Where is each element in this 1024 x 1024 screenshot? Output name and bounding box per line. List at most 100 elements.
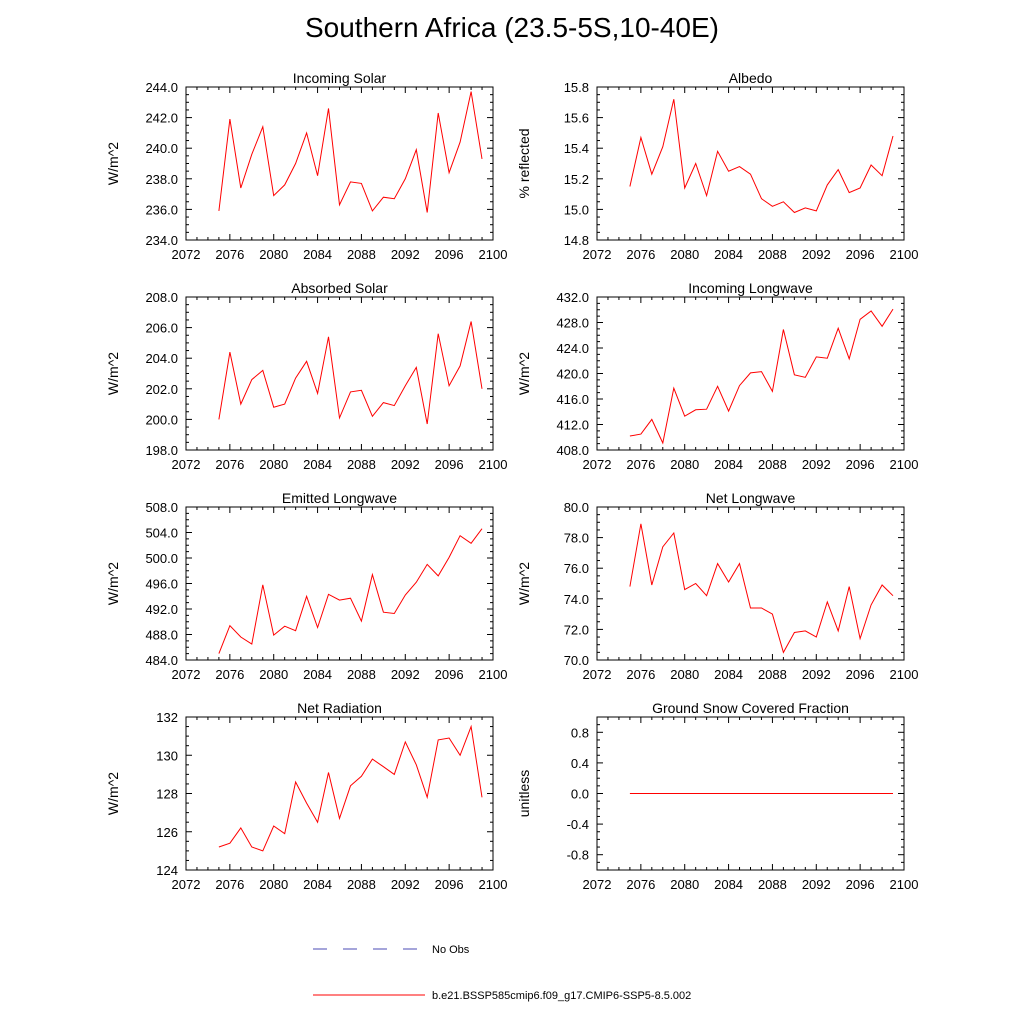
y-axis-label: W/m^2 [516, 562, 532, 605]
y-tick-label: 15.6 [564, 111, 589, 126]
x-tick-label: 2084 [714, 457, 743, 472]
y-tick-label: 504.0 [145, 526, 178, 541]
x-tick-label: 2072 [583, 457, 612, 472]
y-tick-label: 14.8 [564, 233, 589, 248]
y-tick-label: 72.0 [564, 622, 589, 637]
y-tick-label: 484.0 [145, 653, 178, 668]
x-tick-label: 2088 [347, 247, 376, 262]
panel-1: Incoming Solar W/m^2 2072 2076 2080 2084 2088 2… [105, 70, 507, 262]
series-line [218, 528, 483, 654]
x-tick-label: 2100 [479, 667, 508, 682]
y-tick-label: 416.0 [556, 392, 589, 407]
x-tick-label: 2092 [391, 247, 420, 262]
x-tick-label: 2092 [802, 877, 831, 892]
y-tick-label: 234.0 [145, 233, 178, 248]
x-tick-label: 2084 [303, 667, 332, 682]
x-tick-label: 2092 [802, 247, 831, 262]
x-tick-label: 2080 [259, 877, 288, 892]
y-tick-label: 412.0 [556, 418, 589, 433]
x-tick-label: 2076 [626, 877, 655, 892]
panel-6: Net Longwave W/m^2 2072 2076 2080 2084 2088 209… [516, 490, 918, 682]
x-tick-label: 2096 [846, 247, 875, 262]
y-tick-label: -0.4 [567, 817, 589, 832]
x-tick-label: 2084 [714, 247, 743, 262]
x-tick-label: 2072 [172, 457, 201, 472]
x-tick-label: 2088 [758, 247, 787, 262]
x-tick-label: 2096 [846, 457, 875, 472]
y-tick-label: 508.0 [145, 500, 178, 515]
series-line [218, 724, 483, 852]
x-tick-label: 2072 [172, 247, 201, 262]
x-tick-label: 2096 [435, 877, 464, 892]
panel-title: Incoming Solar [293, 70, 387, 86]
panel-8: Ground Snow Covered Fraction unitless 2072… [516, 700, 918, 892]
x-tick-label: 2088 [347, 457, 376, 472]
y-tick-label: 208.0 [145, 290, 178, 305]
panel-title: Ground Snow Covered Fraction [652, 700, 849, 716]
y-tick-label: 200.0 [145, 412, 178, 427]
y-tick-label: 492.0 [145, 602, 178, 617]
y-tick-label: -0.8 [567, 848, 589, 863]
y-tick-label: 15.2 [564, 172, 589, 187]
legend: No Obs b.e21.BSSP585cmip6.f09_g17.CMIP6-S… [313, 944, 691, 1002]
x-tick-label: 2088 [758, 457, 787, 472]
x-tick-label: 2100 [479, 877, 508, 892]
panel-4: Incoming Longwave W/m^2 2072 2076 2080 2084 20… [516, 280, 918, 472]
panel-title: Emitted Longwave [282, 490, 397, 506]
y-tick-label: 78.0 [564, 531, 589, 546]
y-tick-label: 15.0 [564, 202, 589, 217]
x-tick-label: 2084 [303, 457, 332, 472]
x-tick-label: 2100 [890, 457, 919, 472]
x-tick-label: 2100 [890, 247, 919, 262]
y-tick-label: 242.0 [145, 111, 178, 126]
y-tick-label: 202.0 [145, 382, 178, 397]
series-line [629, 99, 894, 214]
x-tick-label: 2080 [670, 457, 699, 472]
y-tick-label: 80.0 [564, 500, 589, 515]
y-tick-label: 204.0 [145, 351, 178, 366]
panel-title: Absorbed Solar [291, 280, 388, 296]
x-tick-label: 2100 [890, 877, 919, 892]
series-line [218, 91, 483, 213]
x-tick-label: 2096 [435, 457, 464, 472]
x-tick-label: 2080 [670, 247, 699, 262]
x-tick-label: 2088 [347, 877, 376, 892]
x-tick-label: 2072 [172, 877, 201, 892]
x-tick-label: 2080 [670, 877, 699, 892]
x-tick-label: 2088 [758, 877, 787, 892]
legend-label: b.e21.BSSP585cmip6.f09_g17.CMIP6-SSP5-8.… [432, 990, 691, 1002]
x-tick-label: 2096 [435, 247, 464, 262]
y-tick-label: 408.0 [556, 443, 589, 458]
x-tick-label: 2084 [714, 877, 743, 892]
panel-title: Net Radiation [297, 700, 382, 716]
x-tick-label: 2100 [479, 247, 508, 262]
y-tick-label: 500.0 [145, 551, 178, 566]
panel-3: Absorbed Solar W/m^2 2072 2076 2080 2084 2088 2… [105, 280, 507, 472]
x-tick-label: 2100 [479, 457, 508, 472]
y-axis-label: W/m^2 [516, 352, 532, 395]
y-tick-label: 130 [156, 748, 178, 763]
x-tick-label: 2076 [215, 877, 244, 892]
x-tick-label: 2092 [391, 877, 420, 892]
x-tick-label: 2072 [172, 667, 201, 682]
y-tick-label: 496.0 [145, 577, 178, 592]
y-tick-label: 74.0 [564, 592, 589, 607]
y-tick-label: 132 [156, 710, 178, 725]
y-tick-label: 244.0 [145, 80, 178, 95]
panel-title: Net Longwave [706, 490, 796, 506]
panel-title: Incoming Longwave [688, 280, 813, 296]
y-tick-label: 236.0 [145, 202, 178, 217]
x-tick-label: 2084 [714, 667, 743, 682]
x-tick-label: 2080 [670, 667, 699, 682]
x-tick-label: 2096 [846, 667, 875, 682]
x-tick-label: 2092 [802, 667, 831, 682]
y-axis-label: % reflected [516, 128, 532, 198]
y-tick-label: 238.0 [145, 172, 178, 187]
y-tick-label: 15.4 [564, 141, 589, 156]
y-tick-label: 15.8 [564, 80, 589, 95]
y-tick-label: 198.0 [145, 443, 178, 458]
y-tick-label: 126 [156, 825, 178, 840]
x-tick-label: 2076 [215, 667, 244, 682]
panel-2: Albedo % reflected 2072 2076 2080 2084 2088 209… [516, 70, 918, 262]
